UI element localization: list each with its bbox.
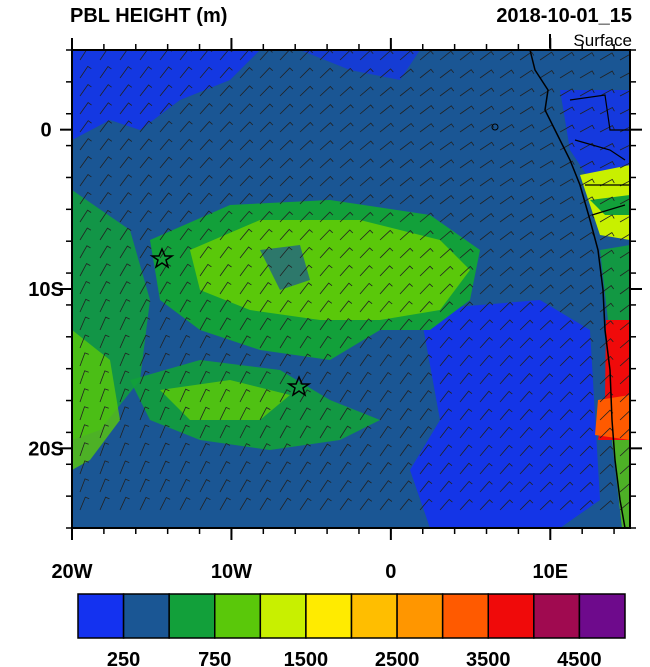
x-tick-label: 20W <box>51 561 92 583</box>
colorbar-box <box>168 593 216 639</box>
station-marker <box>149 247 175 269</box>
title: PBL HEIGHT (m) <box>70 5 227 27</box>
colorbar-box <box>214 593 262 639</box>
station-marker <box>286 375 312 397</box>
y-tick-label: 0 <box>40 120 51 142</box>
colorbar-box <box>533 593 581 639</box>
colorbar-box <box>441 593 489 639</box>
colorbar-box <box>578 593 626 639</box>
y-tick-label: 20S <box>28 438 64 460</box>
colorbar-box <box>259 593 307 639</box>
level-label: Surface <box>573 31 632 50</box>
colorbar-box <box>77 593 125 639</box>
colorbar-box <box>396 593 444 639</box>
colorbar-box <box>350 593 398 639</box>
colorbar-label: 3500 <box>466 649 511 667</box>
colorbar-label: 2500 <box>375 649 420 667</box>
y-tick-label: 10S <box>28 279 64 301</box>
colorbar-label: 1500 <box>284 649 329 667</box>
axes: 20W 10W 0 10E 0 10S 20S <box>28 38 642 583</box>
colorbar-box <box>487 593 535 639</box>
colorbar-box <box>122 593 170 639</box>
valid-time: 2018-10-01_15 <box>496 5 632 27</box>
colorbar-label: 750 <box>198 649 231 667</box>
colorbar-label: 250 <box>107 649 140 667</box>
x-tick-label: 10E <box>532 561 568 583</box>
field <box>72 50 630 528</box>
colorbar-box <box>305 593 353 639</box>
colorbar: 250 750 1500 2500 3500 4500 <box>77 593 626 667</box>
colorbar-label: 4500 <box>557 649 602 667</box>
x-tick-label: 10W <box>211 561 252 583</box>
x-tick-label: 0 <box>385 561 396 583</box>
